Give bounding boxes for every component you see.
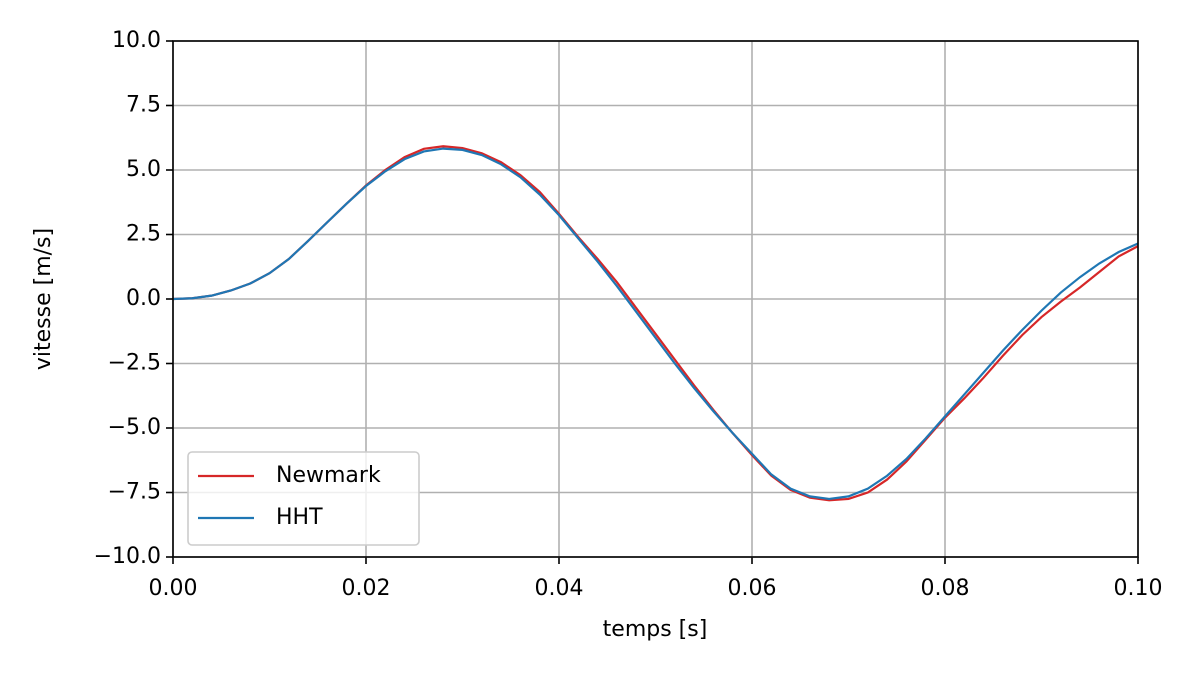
y-tick-label: 2.5	[126, 222, 161, 247]
x-tick-label: 0.06	[728, 576, 777, 601]
y-tick-label: −7.5	[108, 480, 161, 505]
y-tick-label: −2.5	[108, 351, 161, 376]
x-tick-label: 0.10	[1114, 576, 1163, 601]
x-tick-label: 0.02	[342, 576, 391, 601]
x-axis-label: temps [s]	[603, 617, 708, 642]
y-tick-label: 0.0	[126, 286, 161, 311]
y-tick-label: 5.0	[126, 157, 161, 182]
x-tick-label: 0.04	[535, 576, 584, 601]
y-tick-label: 10.0	[112, 28, 161, 53]
legend-label: HHT	[276, 505, 323, 530]
plot-frame	[172, 40, 1139, 558]
y-tick-label: −5.0	[108, 415, 161, 440]
series-line	[172, 145, 1139, 502]
y-tick-label: −10.0	[94, 544, 161, 569]
series-line	[172, 147, 1139, 501]
x-tick-label: 0.00	[149, 576, 198, 601]
y-tick-label: 7.5	[126, 93, 161, 118]
legend-label: Newmark	[276, 463, 381, 488]
y-axis-label: vitesse [m/s]	[31, 228, 56, 370]
x-tick-label: 0.08	[921, 576, 970, 601]
